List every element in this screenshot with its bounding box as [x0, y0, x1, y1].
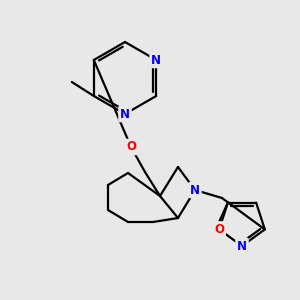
Text: N: N	[120, 107, 130, 121]
Text: N: N	[190, 184, 200, 196]
Text: O: O	[126, 140, 136, 154]
Text: O: O	[214, 223, 224, 236]
Text: N: N	[237, 239, 247, 253]
Text: N: N	[151, 53, 161, 67]
